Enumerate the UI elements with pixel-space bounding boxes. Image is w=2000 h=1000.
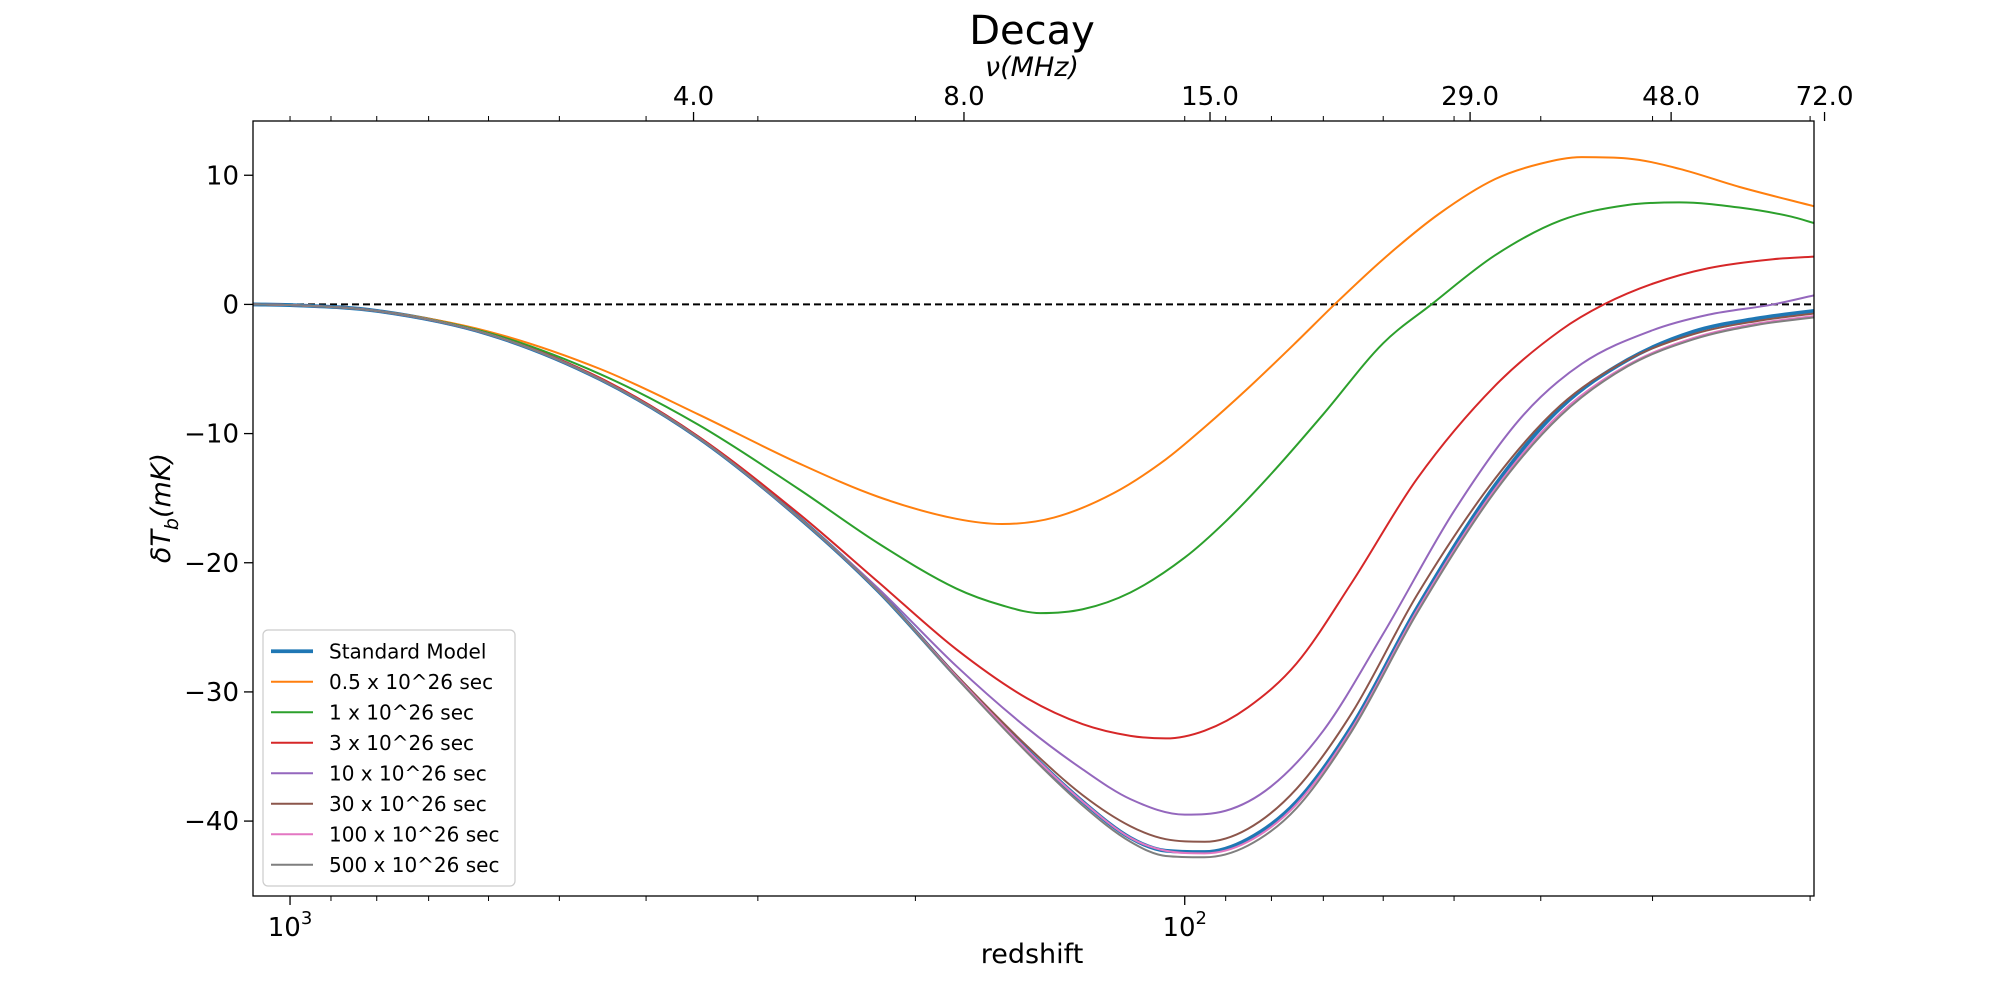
top-axis-label: ν(MHz) [985,52,1079,83]
series-layer [253,156,1814,859]
legend-label-1: 0.5 x 10^26 sec [329,670,493,694]
legend-label-3: 3 x 10^26 sec [329,731,474,755]
top-tick-label-0: 4.0 [673,82,714,112]
y-tick-label-2: −10 [184,420,239,450]
top-tick-label-4: 48.0 [1642,82,1700,112]
top-tick-label-2: 15.0 [1181,82,1239,112]
x-tick-label-1: 102 [1162,908,1207,943]
legend-label-0: Standard Model [329,639,486,663]
series-line-7 [253,303,1814,859]
top-tick-label-5: 72.0 [1796,82,1854,112]
y-tick-label-1: 0 [222,290,239,320]
legend-box [262,629,516,887]
plot-frame [252,120,1815,897]
y-tick-label-0: 10 [206,161,239,191]
y-axis-label: δTb(mK) [146,453,183,563]
series-line-1 [253,156,1814,525]
top-tick-label-1: 8.0 [943,82,984,112]
legend: Standard Model 0.5 x 10^26 sec 1 x 10^26 s… [262,629,516,887]
legend-label-5: 30 x 10^26 sec [329,792,487,816]
legend-label-2: 1 x 10^26 sec [329,700,474,724]
x-tick-label-0: 103 [268,908,313,943]
legend-label-7: 500 x 10^26 sec [329,853,499,877]
top-tick-label-3: 29.0 [1441,82,1499,112]
svg-text:δTb(mK): δTb(mK) [146,453,183,563]
ticks-layer: 103 102 4.0 8.0 15.0 29.0 48.0 72.0 10 0 −10 −20 −30… [184,82,1853,943]
y-tick-label-4: −30 [184,678,239,708]
y-tick-label-3: −20 [184,549,239,579]
series-line-2 [253,201,1814,615]
legend-label-6: 100 x 10^26 sec [329,822,499,846]
chart-title: Decay [969,8,1095,54]
legend-label-4: 10 x 10^26 sec [329,761,487,785]
series-line-3 [253,255,1814,740]
y-tick-label-5: −40 [184,807,239,837]
x-axis-label: redshift [981,939,1084,970]
